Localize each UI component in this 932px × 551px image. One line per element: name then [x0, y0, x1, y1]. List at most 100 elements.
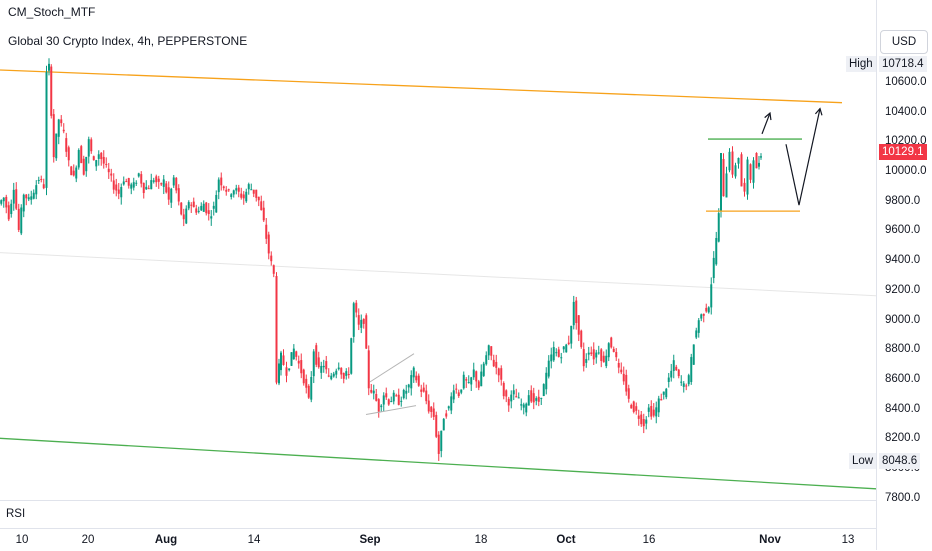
candle-body: [372, 390, 375, 394]
candle-body: [385, 393, 388, 398]
candle-body: [392, 392, 395, 402]
candle-body: [680, 381, 683, 383]
time-tick-label: 14: [247, 534, 261, 546]
projection-arrow-short: [761, 112, 771, 135]
candle-body: [410, 375, 413, 389]
candle-body: [110, 173, 113, 176]
candle-body: [152, 180, 155, 182]
candle-body: [337, 367, 340, 370]
candle-body: [632, 401, 635, 412]
indicator-name[interactable]: CM_Stoch_MTF: [8, 5, 96, 19]
candle-body: [137, 173, 140, 177]
candle-body: [482, 363, 485, 376]
candle-body: [522, 404, 525, 408]
time-tick-label: 10: [15, 534, 29, 546]
candle-body: [135, 182, 138, 184]
candle-body: [407, 384, 410, 388]
candle-body: [505, 390, 508, 397]
candle-body: [465, 379, 468, 381]
candle-body: [360, 319, 363, 328]
candle-body: [288, 368, 291, 371]
candle-body: [132, 182, 135, 188]
candle-body: [97, 154, 100, 159]
candle-body: [30, 196, 33, 200]
candle-body: [580, 330, 583, 347]
candle-body: [592, 349, 595, 360]
candle-body: [210, 216, 213, 219]
candle-body: [675, 366, 678, 371]
rsi-pane[interactable]: RSI: [0, 500, 876, 529]
candle-body: [352, 303, 355, 337]
candle-body: [435, 414, 438, 437]
candle-body: [172, 177, 175, 186]
candle-body: [662, 391, 665, 395]
chart-area[interactable]: CM_Stoch_MTF Global 30 Crypto Index, 4h,…: [0, 0, 876, 500]
candle-body: [627, 388, 630, 399]
candle-body: [142, 182, 145, 194]
time-tick-label: Nov: [759, 534, 781, 546]
price-chart[interactable]: [0, 0, 876, 500]
projection-arrow-short-head: [764, 111, 772, 121]
candle-body: [620, 369, 623, 373]
candle-body: [262, 207, 265, 221]
price-tick-label: 8600.0: [885, 372, 921, 385]
time-tick-label: Oct: [556, 534, 576, 546]
candle-body: [282, 355, 285, 365]
candle-body: [272, 265, 275, 274]
candle-body: [17, 208, 20, 230]
candle-body: [527, 395, 530, 406]
candle-body: [312, 351, 315, 377]
candle-body: [665, 388, 668, 398]
wedge-upper-line: [369, 353, 415, 383]
candle-body: [32, 192, 35, 199]
candle-body: [617, 363, 620, 368]
candle-body: [355, 302, 358, 313]
currency-button[interactable]: USD: [880, 30, 928, 54]
candle-body: [307, 385, 310, 398]
candle-body: [175, 177, 178, 191]
candle-body: [650, 405, 653, 417]
candle-body: [622, 373, 625, 382]
candle-body: [255, 189, 258, 198]
candle-body: [487, 345, 490, 356]
upper-trendline: [0, 69, 843, 104]
time-tick-label: Aug: [154, 534, 178, 546]
candle-body: [512, 390, 515, 395]
axis-corner: [876, 500, 932, 550]
price-axis[interactable]: 10600.0 10400.0 10200.0 10000.0 9800.0 9600.0…: [876, 0, 932, 504]
candle-body: [700, 314, 703, 319]
candle-body: [630, 404, 633, 409]
candle-body: [155, 176, 158, 183]
candle-body: [507, 398, 510, 406]
candle-body: [400, 400, 403, 402]
candle-body: [102, 156, 105, 164]
candle-body: [25, 194, 28, 199]
time-tick-label: 16: [642, 534, 656, 546]
candle-body: [45, 72, 48, 188]
candle-body: [734, 165, 737, 177]
candle-body: [252, 189, 255, 194]
symbol-title[interactable]: Global 30 Crypto Index, 4h, PEPPERSTONE: [8, 34, 248, 48]
candle-body: [540, 397, 543, 399]
candle-body: [637, 415, 640, 419]
candle-body: [525, 403, 528, 413]
candle-body: [242, 194, 245, 199]
candle-body: [240, 193, 243, 198]
candle-body: [715, 237, 718, 265]
candle-body: [327, 375, 330, 377]
candle-body: [107, 168, 110, 173]
time-axis[interactable]: 10 20 Aug 14 Sep 18 Oct 16 Nov 13: [0, 528, 876, 551]
candle-body: [347, 374, 350, 376]
candle-body: [12, 189, 15, 204]
candle-body: [122, 181, 125, 185]
candle-body: [597, 352, 600, 354]
candle-body: [35, 185, 38, 195]
candle-body: [515, 396, 518, 398]
candle-body: [557, 349, 560, 357]
candle-body: [322, 365, 325, 368]
candle-body: [37, 179, 40, 181]
candle-body: [332, 373, 335, 377]
candle-body: [420, 389, 423, 392]
candle-body: [402, 390, 405, 399]
candle-body: [552, 347, 555, 361]
